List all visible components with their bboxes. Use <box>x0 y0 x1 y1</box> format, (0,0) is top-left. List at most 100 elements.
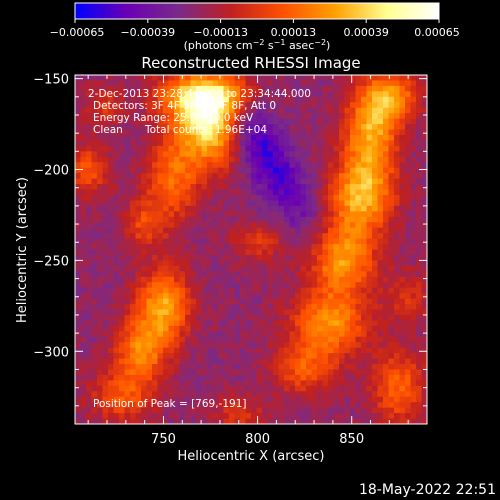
heatmap-cell <box>141 271 147 278</box>
heatmap-cell <box>289 298 296 305</box>
heatmap-cell <box>399 222 406 229</box>
heatmap-cell <box>394 162 400 169</box>
heatmap-cell <box>130 325 136 332</box>
heatmap-cell <box>306 282 312 289</box>
heatmap-cell <box>146 162 153 169</box>
heatmap-cell <box>278 151 285 158</box>
x-tick-label: 850 <box>339 432 364 447</box>
heatmap-cell <box>80 249 87 256</box>
heatmap-cell <box>366 222 373 229</box>
heatmap-cell <box>212 276 219 283</box>
heatmap-cell <box>416 271 422 278</box>
heatmap-cell <box>146 216 153 223</box>
heatmap-cell <box>256 151 263 158</box>
heatmap-cell <box>278 282 285 289</box>
heatmap-cell <box>163 385 169 392</box>
heatmap-cell <box>163 331 169 338</box>
heatmap-cell <box>372 129 378 136</box>
heatmap-cell <box>245 320 252 327</box>
heatmap-cell <box>102 222 109 229</box>
heatmap-cell <box>152 85 158 92</box>
heatmap-cell <box>234 293 241 299</box>
heatmap-cell <box>416 418 422 424</box>
heatmap-cell <box>344 342 351 349</box>
heatmap-cell <box>328 336 334 343</box>
heatmap-cell <box>157 271 164 278</box>
heatmap-cell <box>157 118 164 125</box>
heatmap-cell <box>207 249 213 256</box>
heatmap-cell <box>278 85 285 92</box>
heatmap-cell <box>410 309 417 316</box>
heatmap-cell <box>135 385 142 392</box>
heatmap-cell <box>383 91 389 98</box>
heatmap-cell <box>262 140 268 147</box>
heatmap-cell <box>295 134 301 141</box>
heatmap-cell <box>284 140 290 147</box>
heatmap-cell <box>201 200 208 207</box>
heatmap-cell <box>416 80 422 87</box>
heatmap-cell <box>229 140 235 147</box>
heatmap-cell <box>399 276 406 283</box>
heatmap-cell <box>322 402 329 409</box>
heatmap-cell <box>289 353 296 359</box>
heatmap-cell <box>300 385 307 392</box>
heatmap-cell <box>311 145 318 152</box>
heatmap-cell <box>394 156 400 163</box>
heatmap-cell <box>372 254 378 261</box>
heatmap-cell <box>311 254 318 261</box>
heatmap-cell <box>251 309 257 316</box>
heatmap-cell <box>333 167 340 174</box>
heatmap-cell <box>185 118 191 125</box>
heatmap-cell <box>317 75 323 81</box>
heatmap-cell <box>383 249 389 256</box>
heatmap-cell <box>388 358 395 365</box>
heatmap-cell <box>399 244 406 250</box>
heatmap-cell <box>295 336 301 343</box>
heatmap-cell <box>256 260 263 267</box>
heatmap-cell <box>190 347 197 354</box>
heatmap-cell <box>229 287 235 294</box>
heatmap-cell <box>344 407 351 414</box>
heatmap-cell <box>229 178 235 185</box>
heatmap-cell <box>251 113 257 120</box>
heatmap-cell <box>163 276 169 283</box>
heatmap-cell <box>91 194 98 201</box>
heatmap-cell <box>124 184 131 190</box>
heatmap-cell <box>405 96 411 103</box>
heatmap-cell <box>113 380 120 387</box>
heatmap-cell <box>207 75 213 81</box>
heatmap-cell <box>284 304 290 310</box>
heatmap-cell <box>284 249 290 256</box>
heatmap-cell <box>108 85 114 92</box>
heatmap-cell <box>300 309 307 316</box>
heatmap-cell <box>355 293 362 299</box>
heatmap-cell <box>344 75 351 81</box>
heatmap-cell <box>218 200 224 207</box>
heatmap-cell <box>410 391 417 398</box>
heatmap-cell <box>366 396 373 403</box>
heatmap-cell <box>350 75 356 81</box>
heatmap-cell <box>295 113 301 120</box>
heatmap-cell <box>350 325 356 332</box>
heatmap-cell <box>97 391 103 398</box>
heatmap-cell <box>185 244 191 250</box>
heatmap-cell <box>212 293 219 299</box>
heatmap-cell <box>366 385 373 392</box>
heatmap-cell <box>86 145 92 152</box>
heatmap-cell <box>328 353 334 359</box>
heatmap-cell <box>306 189 312 196</box>
heatmap-cell <box>201 402 208 409</box>
heatmap-cell <box>421 369 427 376</box>
heatmap-cell <box>75 260 81 267</box>
heatmap-cell <box>289 271 296 278</box>
heatmap-cell <box>295 102 301 109</box>
heatmap-cell <box>328 96 334 103</box>
heatmap-cell <box>388 178 395 185</box>
heatmap-cell <box>207 309 213 316</box>
heatmap-cell <box>135 140 142 147</box>
heatmap-cell <box>416 342 422 349</box>
heatmap-cell <box>405 369 411 376</box>
heatmap-cell <box>394 134 400 141</box>
heatmap-cell <box>399 189 406 196</box>
heatmap-cell <box>383 298 389 305</box>
